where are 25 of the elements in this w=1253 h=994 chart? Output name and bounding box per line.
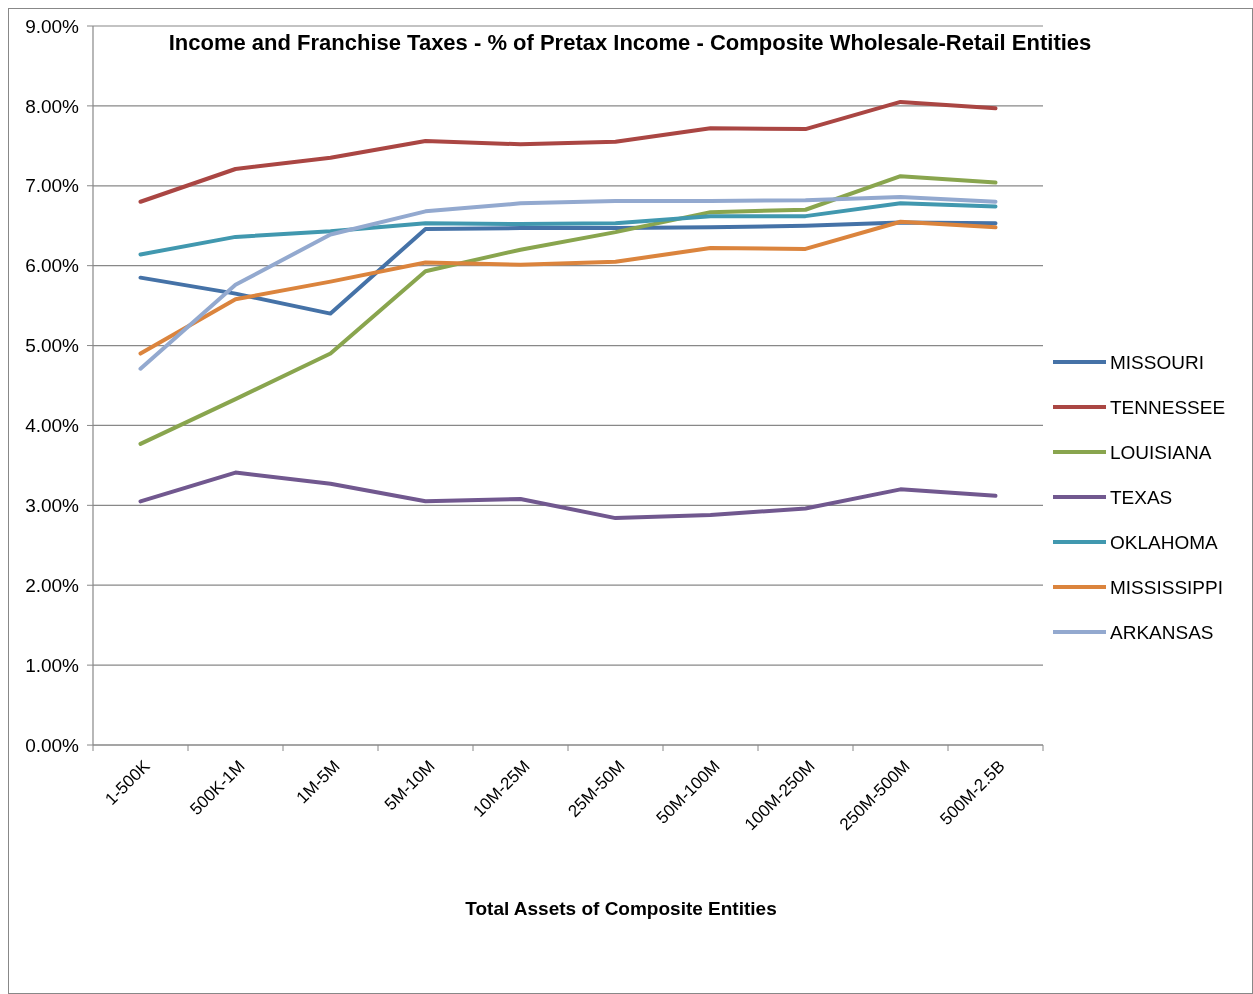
legend-label: LOUISIANA [1110,441,1212,463]
y-tick-label: 9.00% [25,15,80,37]
legend-label: MISSOURI [1110,351,1204,373]
line-series [138,219,998,356]
y-tick-label: 6.00% [25,255,80,277]
line-series [138,201,998,257]
y-tick-label: 0.00% [25,734,80,756]
line-series [138,470,998,521]
legend-label: MISSISSIPPI [1110,576,1223,598]
y-tick-label: 7.00% [25,175,80,197]
chart-title: Income and Franchise Taxes - % of Pretax Income - Composite Wholesale-Retail Entities [168,30,1092,55]
x-axis-title: Total Assets of Composite Entities [465,897,777,919]
legend-label: TENNESSEE [1110,396,1226,418]
legend-label: OKLAHOMA [1110,531,1219,553]
legend-label: ARKANSAS [1110,621,1214,643]
y-tick-label: 1.00% [25,654,80,676]
legend-label: TEXAS [1110,486,1173,508]
y-tick-label: 8.00% [25,95,80,117]
y-tick-label: 2.00% [25,574,80,596]
line-series [138,99,998,204]
y-tick-label: 5.00% [25,335,80,357]
line-series [138,174,998,446]
y-tick-label: 4.00% [25,415,80,437]
line-series [138,194,998,371]
y-tick-label: 3.00% [25,494,80,516]
